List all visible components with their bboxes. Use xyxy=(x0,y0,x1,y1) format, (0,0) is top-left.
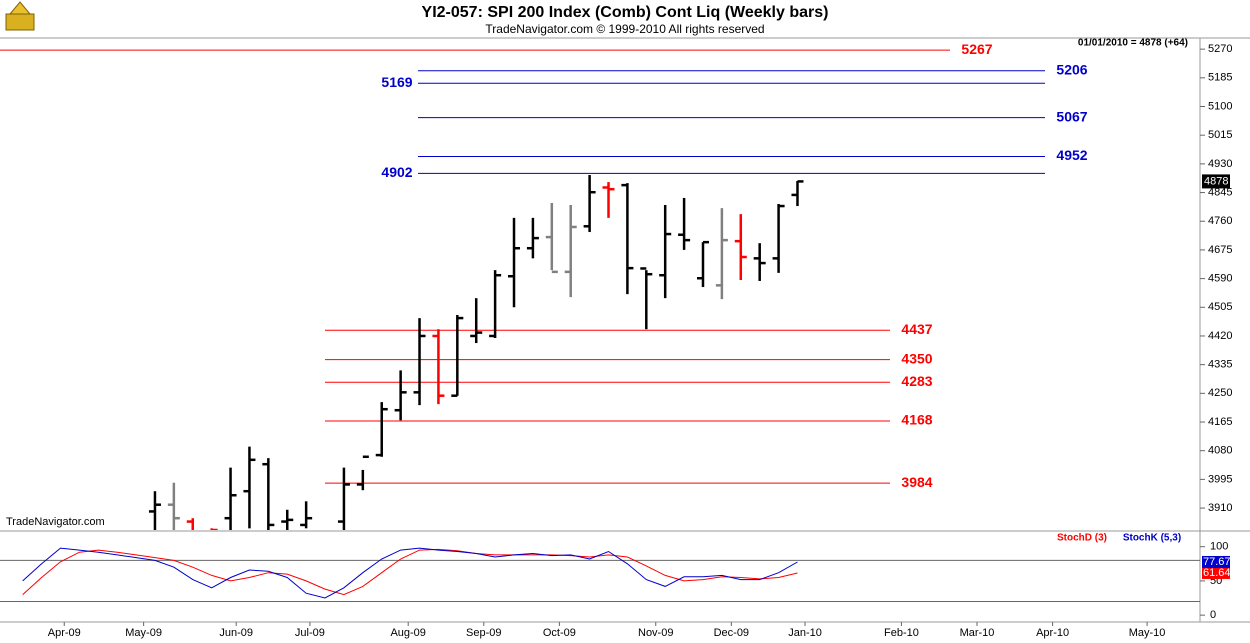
y-tick-label: 5100 xyxy=(1208,100,1232,112)
x-tick-label: Apr-09 xyxy=(48,627,81,639)
chart-subtitle: TradeNavigator.com © 1999-2010 All right… xyxy=(485,22,764,36)
x-tick-label: May-09 xyxy=(125,627,162,639)
level-label: 4902 xyxy=(381,164,412,180)
stoch-line xyxy=(22,547,798,599)
last-value-box xyxy=(1202,555,1230,568)
level-label: 4952 xyxy=(1056,147,1087,163)
y-tick-label: 4335 xyxy=(1208,359,1232,371)
y-tick-label: 4080 xyxy=(1208,445,1232,457)
level-label: 4168 xyxy=(901,412,932,428)
level-label: 5067 xyxy=(1056,108,1087,124)
price-plot xyxy=(0,49,1045,530)
y-tick-label: 4675 xyxy=(1208,244,1232,256)
x-tick-label: Sep-09 xyxy=(466,627,501,639)
y-tick-label: 4165 xyxy=(1208,416,1232,428)
legend-label: StochD (3) xyxy=(1057,533,1107,544)
y-tick-label: 3995 xyxy=(1208,473,1232,485)
y-tick-label: 4760 xyxy=(1208,215,1232,227)
y-tick-label: 4930 xyxy=(1208,158,1232,170)
level-label: 4283 xyxy=(901,373,932,389)
level-label: 4437 xyxy=(901,321,932,337)
stoch-line xyxy=(22,548,798,596)
y-tick-label: 4250 xyxy=(1208,387,1232,399)
y-tick-label: 5015 xyxy=(1208,129,1232,141)
y-tick-label: 4590 xyxy=(1208,273,1232,285)
last-price-box xyxy=(1202,174,1230,189)
x-tick-label: Oct-09 xyxy=(543,627,576,639)
y-tick-label: 4505 xyxy=(1208,301,1232,313)
x-tick-label: Jan-10 xyxy=(788,627,822,639)
level-label: 5267 xyxy=(961,41,992,57)
y-tick-label: 5185 xyxy=(1208,72,1232,84)
x-tick-label: Aug-09 xyxy=(390,627,425,639)
x-tick-label: Apr-10 xyxy=(1036,627,1069,639)
x-tick-label: Jul-09 xyxy=(295,627,325,639)
y-tick-label: 5270 xyxy=(1208,43,1232,55)
level-label: 4350 xyxy=(901,350,932,366)
y-tick-label: 4420 xyxy=(1208,330,1232,342)
level-label: 5206 xyxy=(1056,61,1087,77)
y-tick-label: 100 xyxy=(1210,541,1228,553)
info-label: 01/01/2010 = 4878 (+64) xyxy=(1078,38,1188,49)
logo xyxy=(5,1,35,31)
x-tick-label: Mar-10 xyxy=(960,627,995,639)
last-value-label: 77.67 xyxy=(1203,556,1231,568)
x-tick-label: Jun-09 xyxy=(219,627,253,639)
level-label: 3984 xyxy=(901,474,932,490)
last-value-label: 61.64 xyxy=(1203,567,1231,579)
level-label: 5169 xyxy=(381,74,412,90)
last-price-label: 4878 xyxy=(1204,175,1228,187)
legend-label: StochK (5,3) xyxy=(1123,533,1181,544)
x-tick-label: Nov-09 xyxy=(638,627,673,639)
x-tick-label: Feb-10 xyxy=(884,627,919,639)
watermark: TradeNavigator.com xyxy=(6,516,105,528)
y-tick-label: 0 xyxy=(1210,609,1216,621)
chart-title: YI2-057: SPI 200 Index (Comb) Cont Liq (… xyxy=(422,4,829,21)
y-tick-label: 4845 xyxy=(1208,186,1232,198)
y-tick-label: 3910 xyxy=(1208,502,1232,514)
x-tick-label: Dec-09 xyxy=(714,627,749,639)
last-value-box xyxy=(1202,566,1230,579)
x-tick-label: May-10 xyxy=(1129,627,1166,639)
